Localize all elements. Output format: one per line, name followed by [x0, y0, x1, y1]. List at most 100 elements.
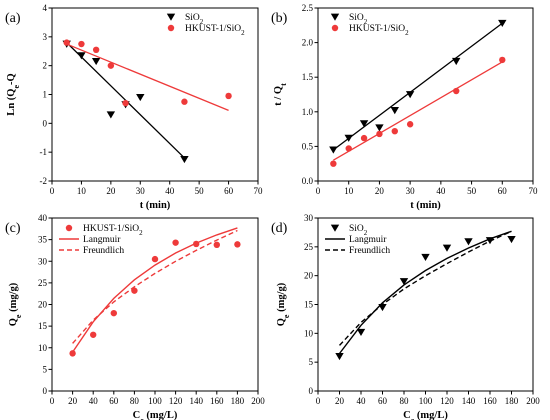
- x-tick-label: 160: [210, 396, 224, 406]
- y-tick-label: 20: [38, 300, 48, 310]
- text-part: (mg/g): [276, 282, 287, 314]
- fit-curve: [72, 229, 238, 344]
- data-point: [464, 238, 473, 246]
- data-point: [405, 91, 415, 99]
- data-point: [213, 241, 220, 249]
- chart-panel-3: 0 20 40 60 80 100 120 140 160 180 200 0 5 10 15 20 25 30 3…: [5, 213, 265, 420]
- data-point: [499, 56, 506, 64]
- y-tick-label: 30: [38, 256, 48, 266]
- data-point: [507, 235, 516, 244]
- data-point: [180, 156, 189, 164]
- x-tick-label: 70: [529, 186, 539, 196]
- x-tick-label: 100: [419, 396, 433, 406]
- y-tick-label: 25: [304, 242, 314, 252]
- y-tick-label: 4: [43, 3, 48, 13]
- text-part: C: [133, 410, 141, 420]
- x-tick-label: 20: [335, 396, 345, 406]
- data-point: [106, 111, 116, 119]
- y-tick-label: 1.5: [302, 72, 314, 82]
- legend-label: HKUST-1/SiO2: [349, 24, 409, 37]
- x-tick-label: 30: [406, 186, 416, 196]
- y-tick-label: 0.0: [302, 176, 314, 186]
- y-tick-label: 35: [38, 235, 48, 245]
- y-tick-label: 10: [38, 343, 48, 353]
- y-tick-label: 15: [304, 300, 314, 310]
- panel-label: (c): [5, 221, 21, 236]
- y-tick-label: 2: [43, 61, 48, 71]
- data-point: [131, 287, 138, 294]
- text-part: SiO: [349, 13, 364, 23]
- x-tick-label: 200: [251, 396, 265, 406]
- data-point: [375, 124, 384, 132]
- text-subscript: e: [282, 314, 291, 318]
- x-tick-label: 0: [50, 186, 55, 196]
- legend-label: Langmuir: [349, 235, 387, 245]
- x-axis-label: Ce (mg/L): [403, 410, 448, 420]
- legend-label: SiO2: [349, 224, 368, 237]
- x-tick-label: 0: [316, 396, 321, 406]
- text-subscript: 2: [200, 18, 204, 26]
- data-point: [330, 160, 337, 167]
- x-tick-label: 60: [224, 186, 234, 196]
- x-tick-label: 160: [483, 396, 497, 406]
- x-tick-label: 140: [462, 396, 476, 406]
- data-point: [90, 331, 97, 338]
- x-tick-label: 70: [254, 186, 264, 196]
- series-2: [338, 230, 512, 354]
- legend-label: SiO2: [349, 13, 368, 26]
- text-part: Langmuir: [83, 235, 121, 245]
- x-axis-label: t (min): [140, 200, 171, 211]
- text-part: (mg/L): [414, 410, 448, 420]
- y-tick-label: 0.5: [302, 141, 314, 151]
- data-point: [234, 241, 241, 248]
- y-axis-label: Qe (mg/g): [276, 282, 291, 326]
- panel-label: (b): [271, 11, 288, 26]
- y-tick-label: 15: [38, 321, 48, 331]
- legend-label: HKUST-1/SiO2: [83, 224, 143, 237]
- series-1: [69, 239, 241, 357]
- text-part: SiO: [185, 13, 200, 23]
- text-subscript: e: [14, 314, 23, 318]
- text-part: Freundlich: [349, 246, 390, 256]
- data-point: [360, 134, 368, 142]
- text-part: Langmuir: [349, 235, 387, 245]
- y-axis-label: Qe (mg/g): [8, 282, 23, 326]
- text-part: -Q: [6, 73, 17, 85]
- y-tick-label: 0: [43, 118, 48, 128]
- x-tick-label: 40: [357, 396, 367, 406]
- x-tick-label: 120: [169, 396, 183, 406]
- x-tick-label: 80: [400, 396, 410, 406]
- text-part: t / Q: [273, 86, 284, 106]
- x-tick-label: 10: [344, 186, 354, 196]
- data-point: [110, 309, 118, 317]
- data-point: [345, 145, 352, 152]
- y-axis-label: Ln (Qe-Q: [6, 73, 21, 115]
- data-point: [498, 19, 507, 28]
- y-tick-label: 0: [43, 386, 48, 396]
- text-part: (mg/g): [8, 282, 19, 314]
- data-point: [122, 99, 129, 107]
- y-tick-label: -1: [40, 147, 48, 157]
- text-subscript: e: [12, 85, 21, 89]
- text-subscript: e: [140, 416, 144, 420]
- x-tick-label: 30: [136, 186, 146, 196]
- text-subscript: e: [411, 416, 415, 420]
- data-point: [376, 130, 383, 138]
- data-point: [91, 57, 101, 66]
- x-tick-label: 60: [109, 396, 119, 406]
- x-tick-label: 40: [436, 186, 446, 196]
- x-tick-label: 180: [505, 396, 519, 406]
- text-part: Freundlich: [83, 246, 124, 256]
- y-tick-label: 20: [304, 271, 314, 281]
- data-point: [77, 52, 86, 60]
- legend-marker: [330, 13, 340, 21]
- fit-line: [66, 43, 229, 111]
- data-point: [181, 98, 188, 105]
- data-point: [344, 134, 353, 142]
- data-point: [390, 107, 399, 115]
- x-tick-label: 0: [316, 186, 321, 196]
- plot-frame: [317, 7, 534, 182]
